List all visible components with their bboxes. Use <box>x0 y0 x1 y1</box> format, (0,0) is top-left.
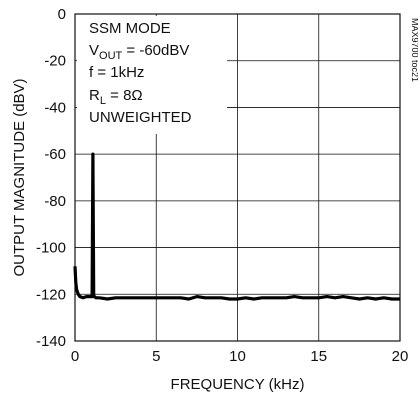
y-tick-label: -80 <box>44 193 66 210</box>
annotation-mode: SSM MODE <box>89 20 171 37</box>
y-tick-label: -140 <box>36 333 66 350</box>
x-tick-label: 0 <box>71 348 79 365</box>
x-tick-label: 5 <box>152 348 160 365</box>
series-line <box>73 152 400 301</box>
figure-code: MAX9700 toc21 <box>410 18 418 82</box>
x-tick-label: 10 <box>229 348 246 365</box>
annotation-vout: VOUT = -60dBV <box>89 42 189 62</box>
x-tick-label: 20 <box>392 348 409 365</box>
y-tick-label: -20 <box>44 53 66 70</box>
annotation-load: RL = 8Ω <box>89 87 143 107</box>
x-tick-labels: 0 5 10 15 20 <box>71 348 409 365</box>
y-tick-label: 0 <box>58 6 66 23</box>
annotation-box: SSM MODE VOUT = -60dBV f = 1kHz RL = 8Ω … <box>77 16 227 134</box>
annotation-frequency: f = 1kHz <box>89 64 144 81</box>
x-tick-label: 15 <box>310 348 327 365</box>
y-tick-label: -40 <box>44 99 66 116</box>
y-tick-label: -60 <box>44 146 66 163</box>
plot-frame <box>74 13 401 342</box>
x-axis-label: FREQUENCY (kHz) <box>171 376 305 393</box>
y-tick-label: -100 <box>36 240 66 257</box>
y-axis-label: OUTPUT MAGNITUDE (dBV) <box>11 78 28 276</box>
y-tick-label: -120 <box>36 286 66 303</box>
annotation-weighting: UNWEIGHTED <box>89 109 192 126</box>
y-tick-labels: 0 -20 -40 -60 -80 -100 -120 -140 <box>36 6 66 350</box>
